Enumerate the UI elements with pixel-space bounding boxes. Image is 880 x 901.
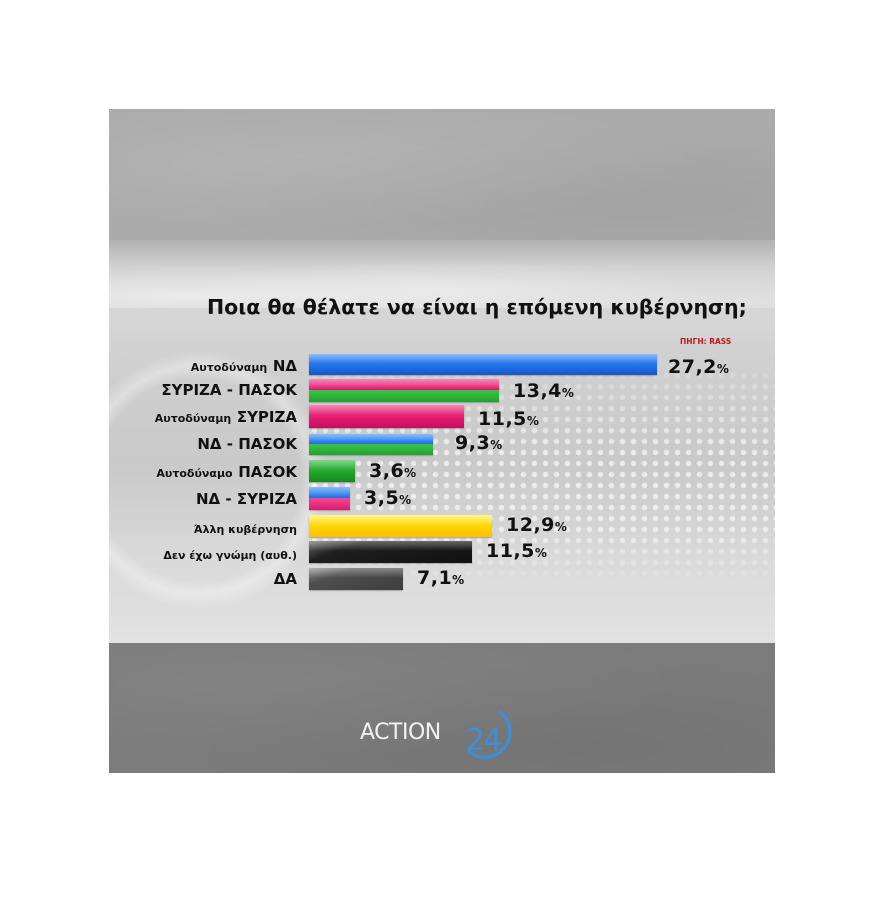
value-no-answer: 7,1%: [417, 567, 465, 589]
bar-nd-syriza: [309, 487, 350, 510]
value-nd-pasok: 9,3%: [455, 432, 503, 454]
value-syriza-pasok: 13,4%: [513, 380, 574, 402]
bar-syriza-majority: [309, 405, 464, 428]
row-label-other-government: Άλλη κυβέρνηση: [193, 523, 297, 536]
row-label-no-answer: ΔΑ: [273, 570, 297, 588]
value-syriza-majority: 11,5%: [478, 408, 539, 430]
row-label-nd-pasok: ΝΔ - ΠΑΣΟΚ: [197, 435, 297, 453]
value-no-opinion: 11,5%: [486, 540, 547, 562]
value-nd-majority: 27,2%: [668, 356, 729, 378]
row-label-pasok-majority: Αυτοδύναμο ΠΑΣΟΚ: [156, 463, 297, 481]
logo-wordmark: ACTION: [360, 720, 441, 745]
value-nd-syriza: 3,5%: [364, 487, 412, 509]
row-label-syriza-majority: Αυτοδύναμη ΣΥΡΙΖΑ: [154, 408, 297, 426]
row-label-nd-syriza: ΝΔ - ΣΥΡΙΖΑ: [195, 490, 297, 508]
top-texture-band: [109, 109, 775, 240]
row-label-syriza-pasok: ΣΥΡΙΖΑ - ΠΑΣΟΚ: [161, 381, 297, 399]
bar-no-answer: [309, 568, 403, 590]
svg-text:24: 24: [466, 723, 501, 758]
bar-syriza-pasok: [309, 379, 499, 402]
value-pasok-majority: 3,6%: [369, 460, 417, 482]
bar-pasok-majority: [309, 460, 355, 482]
poll-card: [109, 109, 775, 773]
swirl-decoration: [109, 350, 329, 610]
row-label-nd-majority: Αυτοδύναμη ΝΔ: [190, 357, 297, 375]
row-label-no-opinion: Δεν έχω γνώμη (αυθ.): [163, 549, 297, 562]
bar-no-opinion: [309, 541, 472, 563]
action24-logo: ACTION 24: [360, 710, 530, 762]
chart-title: Ποια θα θέλατε να είναι η επόμενη κυβέρν…: [207, 295, 747, 319]
hills-background: [109, 248, 775, 308]
bottom-texture-band: [109, 643, 775, 773]
bar-nd-majority: [309, 354, 657, 375]
source-label: ΠΗΓΗ: RASS: [680, 337, 732, 346]
logo-24-ring-icon: 24: [466, 710, 512, 759]
bar-nd-pasok: [309, 434, 433, 455]
value-other-government: 12,9%: [506, 514, 567, 536]
bar-other-government: [309, 515, 492, 537]
